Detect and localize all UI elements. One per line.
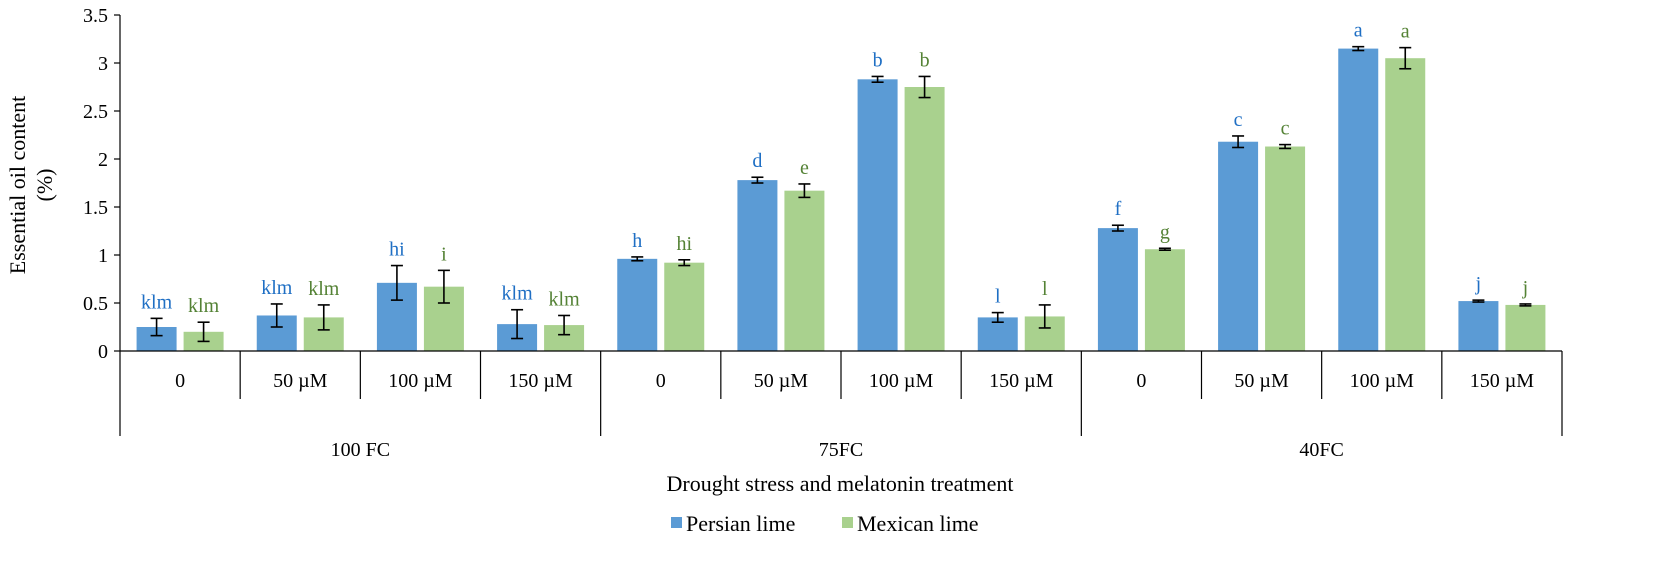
bar-persian-5: [737, 180, 778, 351]
legend-swatch-persian: [671, 517, 682, 528]
category-label: 0: [175, 370, 185, 392]
significance-label: c: [1281, 118, 1290, 140]
significance-label: b: [920, 49, 930, 71]
bar-mexican-6: [904, 87, 945, 351]
significance-label: d: [752, 150, 762, 172]
significance-label: i: [441, 243, 447, 265]
y-tick-label: 2: [98, 149, 108, 171]
y-axis-title-line2: (%): [32, 169, 57, 202]
group-label: 75FC: [819, 439, 863, 461]
category-label: 150 µM: [1470, 370, 1535, 392]
category-label: 100 µM: [388, 370, 453, 392]
bar-mexican-4: [664, 262, 705, 351]
category-label: 50 µM: [273, 370, 328, 392]
legend-label-mexican: Mexican lime: [857, 511, 979, 536]
significance-label: klm: [261, 277, 293, 299]
significance-label: c: [1234, 109, 1243, 131]
significance-label: hi: [389, 239, 405, 261]
y-tick-label: 2.5: [83, 101, 108, 123]
bar-persian-11: [1458, 301, 1499, 351]
legend-swatch-mexican: [842, 517, 853, 528]
significance-label: l: [995, 286, 1001, 308]
significance-label: e: [800, 157, 809, 179]
y-tick-label: 1.5: [83, 197, 108, 219]
y-tick-label: 1: [98, 245, 108, 267]
significance-label: klm: [502, 283, 534, 305]
y-axis-title-line1: Essential oil content: [5, 96, 30, 274]
significance-label: klm: [188, 295, 220, 317]
y-tick-label: 0: [98, 341, 108, 363]
category-label: 0: [1136, 370, 1146, 392]
legend: Persian lime Mexican lime: [671, 511, 979, 536]
significance-label: hi: [676, 233, 692, 255]
bar-persian-4: [617, 258, 658, 351]
y-tick-label: 3.5: [83, 5, 108, 27]
significance-label: klm: [141, 291, 173, 313]
group-label: 100 FC: [331, 439, 390, 461]
significance-label: a: [1354, 20, 1363, 42]
x-axis: 0 50 µM 100 µM 150 µM 0 50 µM 100 µM 150 µM 0 50 …: [119, 350, 1563, 461]
bar-mexican-10: [1385, 58, 1426, 351]
significance-label: h: [632, 230, 642, 252]
bar-persian-6: [857, 79, 898, 351]
category-label: 50 µM: [1234, 370, 1289, 392]
bar-persian-10: [1338, 48, 1379, 351]
category-label: 0: [656, 370, 666, 392]
category-label: 100 µM: [869, 370, 934, 392]
category-label: 150 µM: [989, 370, 1054, 392]
significance-label: g: [1160, 221, 1170, 243]
significance-label: a: [1401, 21, 1410, 43]
category-label: 100 µM: [1350, 370, 1415, 392]
significance-label: l: [1042, 278, 1048, 300]
legend-label-persian: Persian lime: [686, 511, 795, 536]
bar-persian-9: [1218, 141, 1259, 351]
x-axis-title: Drought stress and melatonin treatment: [666, 471, 1013, 496]
bar-mexican-8: [1144, 249, 1185, 351]
category-label: 150 µM: [508, 370, 573, 392]
category-label: 50 µM: [754, 370, 809, 392]
group-label: 40FC: [1299, 439, 1343, 461]
significance-label: klm: [308, 278, 340, 300]
bar-mexican-5: [784, 190, 825, 351]
significance-label: klm: [549, 288, 581, 310]
y-tick-label: 0.5: [83, 293, 108, 315]
significance-label: f: [1115, 198, 1122, 220]
significance-label: b: [873, 49, 883, 71]
bar-persian-8: [1097, 228, 1138, 351]
y-axis: 0 0.5 1 1.5 2 2.5 3 3.5: [83, 5, 121, 363]
significance-label: j: [1475, 273, 1482, 295]
y-tick-label: 3: [98, 53, 108, 75]
bar-mexican-9: [1265, 146, 1306, 351]
significance-label: j: [1522, 277, 1529, 299]
bar-mexican-11: [1505, 304, 1546, 351]
